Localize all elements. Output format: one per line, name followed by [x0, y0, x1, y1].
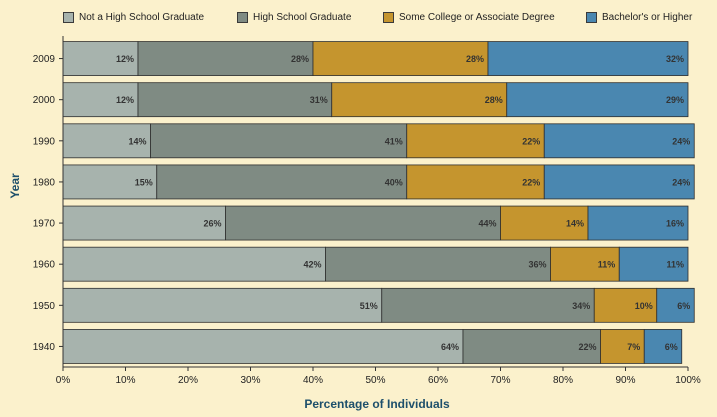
bar-not-a-high-school-graduate-1980: [62, 164, 158, 200]
data-label-high-school-graduate-1960: 36%: [528, 260, 546, 270]
bar-high-school-graduate-2009: [137, 41, 314, 76]
bar-some-college-or-associate-degree-1970: [500, 205, 589, 241]
data-label-some-college-or-associate-degree-1960: 11%: [598, 260, 616, 270]
legend-label-some-college: Some College or Associate Degree: [399, 11, 555, 23]
bar-some-college-or-associate-degree-2009: [312, 41, 489, 76]
bar-some-college-or-associate-degree-1950: [593, 287, 658, 323]
data-label-not-a-high-school-graduate-1990: 14%: [128, 136, 146, 146]
y-tick-label-1950: 1950: [33, 301, 56, 312]
x-tick-label-4: 40%: [303, 375, 323, 386]
y-tick-label-1980: 1980: [33, 177, 56, 188]
data-label-bachelor-s-or-higher-1970: 16%: [666, 219, 684, 229]
data-label-bachelor-s-or-higher-1990: 24%: [672, 136, 690, 146]
bar-high-school-graduate-1970: [225, 205, 501, 241]
data-label-high-school-graduate-1970: 44%: [478, 219, 496, 229]
x-tick-label-8: 80%: [553, 375, 573, 386]
bar-high-school-graduate-1990: [150, 123, 408, 159]
data-label-bachelor-s-or-higher-1950: 6%: [677, 301, 690, 311]
x-tick-label-7: 70%: [490, 375, 510, 386]
y-tick-label-1940: 1940: [33, 342, 56, 353]
data-label-bachelor-s-or-higher-1980: 24%: [672, 177, 690, 187]
x-tick-label-6: 60%: [428, 375, 448, 386]
bar-some-college-or-associate-degree-1980: [406, 164, 545, 200]
data-label-high-school-graduate-1950: 34%: [572, 301, 590, 311]
bar-bachelor-s-or-higher-1970: [587, 205, 689, 241]
bar-bachelor-s-or-higher-1960: [618, 246, 689, 282]
data-label-not-a-high-school-graduate-2009: 12%: [116, 54, 134, 64]
data-label-bachelor-s-or-higher-2000: 29%: [666, 95, 684, 105]
legend-swatch-bachelors: [586, 11, 597, 23]
data-label-some-college-or-associate-degree-1970: 14%: [566, 219, 584, 229]
bar-high-school-graduate-1960: [325, 246, 551, 282]
data-label-high-school-graduate-1980: 40%: [385, 177, 403, 187]
bar-not-a-high-school-graduate-1970: [62, 205, 226, 241]
data-label-some-college-or-associate-degree-2009: 28%: [466, 54, 484, 64]
bar-some-college-or-associate-degree-1940: [600, 329, 645, 364]
data-label-not-a-high-school-graduate-1940: 64%: [441, 342, 459, 352]
y-tick-label-1960: 1960: [33, 260, 56, 271]
bar-not-a-high-school-graduate-1950: [62, 287, 383, 323]
y-axis-title: Year: [8, 173, 22, 199]
bar-high-school-graduate-2000: [137, 82, 333, 118]
bar-not-a-high-school-graduate-1960: [62, 246, 326, 282]
legend-label-bachelors: Bachelor's or Higher: [602, 11, 693, 23]
bar-some-college-or-associate-degree-1960: [550, 246, 620, 282]
data-label-not-a-high-school-graduate-1960: 42%: [303, 260, 321, 270]
bar-bachelor-s-or-higher-1990: [543, 123, 695, 159]
bar-bachelor-s-or-higher-1940: [643, 329, 683, 364]
x-tick-label-3: 30%: [240, 375, 260, 386]
x-tick-label-5: 50%: [365, 375, 385, 386]
x-tick-label-9: 90%: [615, 375, 635, 386]
y-tick-label-1990: 1990: [33, 136, 56, 147]
bar-bachelor-s-or-higher-2009: [487, 41, 689, 76]
x-axis-title: Percentage of Individuals: [304, 397, 450, 411]
bar-not-a-high-school-graduate-1940: [62, 329, 464, 364]
data-label-not-a-high-school-graduate-1950: 51%: [360, 301, 378, 311]
data-label-high-school-graduate-1940: 22%: [578, 342, 596, 352]
data-label-not-a-high-school-graduate-1980: 15%: [135, 177, 153, 187]
legend-swatch-some-college: [383, 11, 394, 23]
data-label-high-school-graduate-2009: 28%: [291, 54, 309, 64]
chart-legend: Not a High School Graduate High School G…: [0, 9, 717, 25]
bar-high-school-graduate-1950: [381, 287, 595, 323]
x-tick-label-1: 10%: [115, 375, 135, 386]
y-tick-label-2009: 2009: [33, 54, 56, 65]
legend-item-hs-graduate: High School Graduate: [237, 9, 351, 25]
bar-bachelor-s-or-higher-1980: [543, 164, 695, 200]
data-label-not-a-high-school-graduate-1970: 26%: [203, 219, 221, 229]
x-tick-label-0: 0%: [56, 375, 71, 386]
legend-item-bachelors: Bachelor's or Higher: [586, 9, 692, 25]
data-label-high-school-graduate-2000: 31%: [310, 95, 328, 105]
legend-item-not-hs-graduate: Not a High School Graduate: [63, 9, 204, 25]
y-tick-label-1970: 1970: [33, 219, 56, 230]
bar-some-college-or-associate-degree-1990: [406, 123, 545, 159]
legend-label-not-hs-graduate: Not a High School Graduate: [79, 11, 205, 23]
data-label-bachelor-s-or-higher-2009: 32%: [666, 54, 684, 64]
legend-item-some-college: Some College or Associate Degree: [383, 9, 555, 25]
y-tick-label-2000: 2000: [33, 95, 56, 106]
bar-high-school-graduate-1940: [462, 329, 601, 364]
data-label-bachelor-s-or-higher-1940: 6%: [665, 342, 678, 352]
bar-high-school-graduate-1980: [156, 164, 408, 200]
x-tick-label-10: 100%: [675, 375, 701, 386]
data-label-some-college-or-associate-degree-1980: 22%: [522, 177, 540, 187]
legend-label-hs-graduate: High School Graduate: [253, 11, 352, 23]
legend-swatch-hs-graduate: [237, 11, 248, 23]
bar-some-college-or-associate-degree-2000: [331, 82, 508, 118]
bar-bachelor-s-or-higher-1950: [656, 287, 695, 323]
data-label-not-a-high-school-graduate-2000: 12%: [116, 95, 134, 105]
legend-swatch-not-hs-graduate: [63, 11, 74, 23]
bar-bachelor-s-or-higher-2000: [506, 82, 689, 118]
x-tick-label-2: 20%: [178, 375, 198, 386]
data-label-some-college-or-associate-degree-2000: 28%: [485, 95, 503, 105]
data-label-bachelor-s-or-higher-1960: 11%: [666, 260, 684, 270]
data-label-some-college-or-associate-degree-1950: 10%: [635, 301, 653, 311]
data-label-high-school-graduate-1990: 41%: [385, 136, 403, 146]
data-label-some-college-or-associate-degree-1990: 22%: [522, 136, 540, 146]
data-label-some-college-or-associate-degree-1940: 7%: [627, 342, 640, 352]
